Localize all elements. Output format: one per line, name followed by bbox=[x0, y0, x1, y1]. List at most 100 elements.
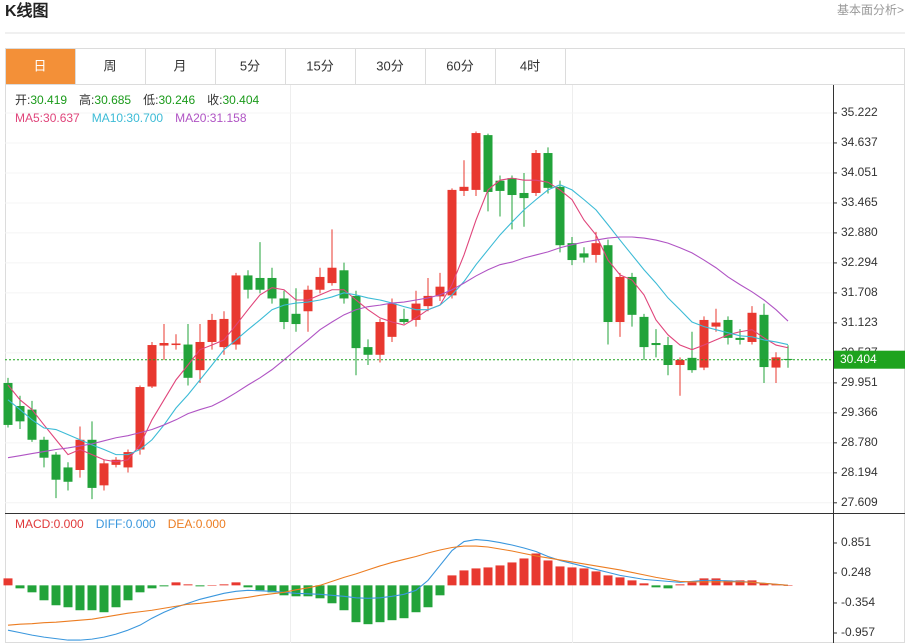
y-tick-label: -0.354 bbox=[841, 595, 875, 609]
macd-bar bbox=[51, 585, 61, 606]
candle-body bbox=[375, 322, 385, 355]
candle-body bbox=[447, 189, 457, 296]
candle-body bbox=[327, 267, 337, 284]
candle-body bbox=[183, 344, 193, 378]
macd-bar bbox=[423, 585, 433, 608]
y-tick-label: 28.194 bbox=[841, 465, 878, 479]
candle-body bbox=[471, 133, 481, 190]
macd-bar bbox=[651, 585, 661, 588]
legend-value: 0.000 bbox=[54, 517, 84, 531]
page-title: K线图 bbox=[5, 1, 49, 20]
tab[interactable] bbox=[495, 48, 566, 85]
tab-label[interactable]: 30分 bbox=[376, 58, 403, 73]
macd-bar bbox=[531, 553, 541, 586]
macd-bar bbox=[387, 585, 397, 621]
tab-label[interactable]: 15分 bbox=[306, 58, 333, 73]
last-price-label: 30.404 bbox=[840, 352, 877, 366]
y-tick-label: 34.637 bbox=[841, 135, 878, 149]
tab-label[interactable]: 周 bbox=[103, 58, 116, 73]
candle-body bbox=[663, 345, 673, 366]
macd-bar bbox=[507, 562, 517, 586]
macd-bar bbox=[519, 558, 529, 586]
macd-bar bbox=[231, 582, 241, 586]
macd-bar bbox=[783, 585, 793, 586]
legend-name: MA5: bbox=[15, 111, 43, 125]
candle-body bbox=[423, 295, 433, 307]
candle-body bbox=[147, 345, 157, 387]
legend-name: 开: bbox=[15, 93, 30, 107]
panel-frame bbox=[5, 48, 905, 643]
macd-bar bbox=[471, 568, 481, 586]
macd-bar bbox=[459, 570, 469, 586]
macd-bar bbox=[291, 585, 301, 597]
legend-value: 30.419 bbox=[30, 93, 67, 107]
legend: MACD:0.000 DIFF:0.000 DEA:0.000 bbox=[15, 517, 226, 531]
candle-body bbox=[63, 467, 73, 482]
candle-body bbox=[87, 439, 97, 488]
tab[interactable] bbox=[215, 48, 286, 85]
indicator-line bbox=[7, 538, 789, 641]
legend-value: 30.685 bbox=[94, 93, 131, 107]
candle-body bbox=[543, 153, 553, 188]
tab[interactable] bbox=[425, 48, 496, 85]
legend-value: 0.000 bbox=[196, 517, 226, 531]
candle-body bbox=[615, 276, 625, 323]
y-tick-label: 0.248 bbox=[841, 565, 871, 579]
legend-value: 31.158 bbox=[210, 111, 247, 125]
tab-label[interactable]: 4时 bbox=[520, 58, 540, 73]
tab-label[interactable]: 日 bbox=[33, 58, 46, 73]
macd-bar bbox=[63, 585, 73, 608]
candle-body bbox=[711, 322, 721, 327]
macd-bar bbox=[399, 585, 409, 619]
tab[interactable] bbox=[285, 48, 356, 85]
legend-name: MA20: bbox=[175, 111, 210, 125]
macd-bar bbox=[675, 584, 685, 586]
candle-body bbox=[75, 439, 85, 470]
tab-label[interactable]: 60分 bbox=[446, 58, 473, 73]
macd-bar bbox=[3, 578, 13, 586]
macd-bar bbox=[303, 585, 313, 597]
tab-label[interactable]: 5分 bbox=[240, 58, 260, 73]
y-tick-label: 29.951 bbox=[841, 375, 878, 389]
candle-body bbox=[159, 343, 169, 346]
candle-body bbox=[27, 409, 37, 440]
candle-body bbox=[219, 318, 229, 348]
candle-body bbox=[783, 358, 793, 360]
tab[interactable] bbox=[355, 48, 426, 85]
macd-bar bbox=[87, 585, 97, 611]
candle-body bbox=[759, 314, 769, 368]
indicator-line bbox=[7, 545, 789, 626]
fundamental-link[interactable]: 基本面分析> bbox=[837, 3, 904, 17]
indicator-line bbox=[7, 177, 789, 463]
y-tick-label: 34.051 bbox=[841, 165, 878, 179]
candle-body bbox=[747, 312, 757, 342]
legend-name: MACD: bbox=[15, 517, 54, 531]
candle-body bbox=[171, 343, 181, 346]
candle-body bbox=[507, 178, 517, 196]
macd-bar bbox=[195, 585, 205, 587]
candle-body bbox=[735, 337, 745, 340]
tab[interactable] bbox=[5, 48, 76, 85]
macd-bar bbox=[627, 580, 637, 586]
candle-body bbox=[483, 135, 493, 192]
candle-body bbox=[387, 303, 397, 337]
candle-body bbox=[771, 357, 781, 368]
candle-body bbox=[255, 277, 265, 290]
tab-label[interactable]: 月 bbox=[173, 58, 186, 73]
legend-value: 0.000 bbox=[126, 517, 156, 531]
candle-body bbox=[651, 343, 661, 346]
macd-bar bbox=[663, 585, 673, 589]
macd-bar bbox=[159, 585, 169, 587]
macd-bar bbox=[759, 583, 769, 586]
macd-bar bbox=[123, 585, 133, 601]
y-tick-label: -0.957 bbox=[841, 625, 875, 639]
candle-body bbox=[411, 303, 421, 320]
macd-bar bbox=[255, 585, 265, 591]
macd-bar bbox=[603, 575, 613, 586]
candle-body bbox=[3, 382, 13, 425]
macd-bar bbox=[579, 568, 589, 586]
candle-body bbox=[279, 298, 289, 323]
candle-body bbox=[339, 270, 349, 299]
y-tick-label: 32.880 bbox=[841, 225, 878, 239]
